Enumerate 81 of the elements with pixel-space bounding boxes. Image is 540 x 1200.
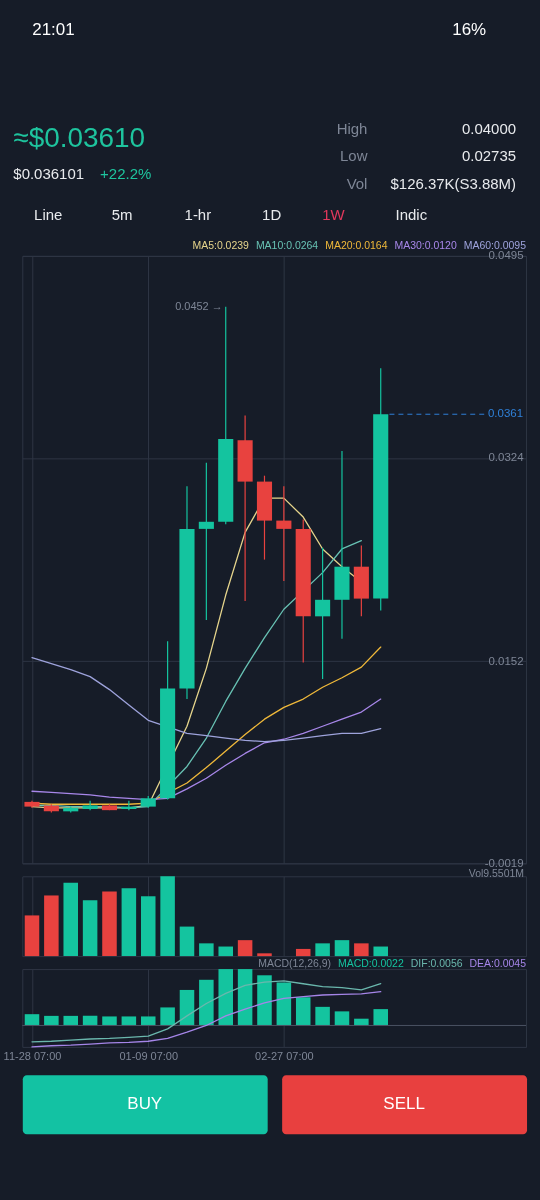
bar (237, 940, 253, 957)
y-tick-label: 0.0152 (488, 654, 524, 667)
bar (121, 888, 137, 957)
bar (63, 1015, 78, 1026)
bar (373, 946, 388, 957)
text: MA10:0.0264 (255, 239, 319, 251)
bar (199, 979, 214, 1026)
bar (102, 891, 117, 957)
legend-title: MACD(12,26,9) (258, 958, 332, 970)
candlestick (276, 485, 292, 582)
bar (295, 948, 311, 957)
bar (63, 882, 78, 957)
text: DEA:0.0045 (469, 958, 527, 970)
bar (295, 997, 311, 1026)
bar (179, 989, 195, 1026)
text: Vol (346, 175, 368, 193)
bar (140, 896, 156, 957)
bar (354, 943, 369, 957)
bar (218, 946, 233, 957)
text: +22.2% (100, 165, 152, 183)
text: ≈$0.03610 (13, 122, 146, 154)
text: High (336, 120, 368, 138)
bar (160, 876, 175, 957)
ref-line-label: 0.0361 (487, 407, 524, 420)
bar (315, 943, 330, 957)
text: 1W (322, 205, 346, 223)
bar (44, 895, 59, 957)
text: MA60:0.0095 (463, 239, 527, 251)
x-tick-label: 01-09 07:00 (119, 1050, 179, 1063)
text: 1-hr (184, 205, 212, 223)
y-tick-label: 0.0324 (488, 451, 525, 464)
bar (140, 1016, 156, 1026)
text: DIF:0.0056 (410, 958, 463, 970)
bar (276, 982, 292, 1026)
text: 21:01 (32, 20, 75, 40)
bar (24, 915, 40, 957)
line-series (31, 657, 382, 743)
bar (373, 1009, 388, 1026)
bar (121, 1016, 137, 1026)
bar (44, 1015, 59, 1026)
bar (257, 975, 272, 1026)
text: 0.02735 (462, 147, 517, 165)
bar (24, 1014, 40, 1026)
bar (160, 1007, 175, 1026)
bar (315, 1006, 330, 1026)
y-tick-label: -0.0019 (484, 856, 524, 869)
bar (334, 940, 350, 957)
text: SELL (383, 1094, 425, 1114)
text: Low (340, 147, 368, 165)
text: $0.036101 (13, 165, 85, 183)
annotation: 0.0452 → (175, 299, 223, 312)
line-series (31, 698, 382, 801)
text: 5m (111, 205, 133, 223)
bar (82, 900, 98, 957)
text: MACD:0.0022 (338, 958, 404, 970)
text: Line (34, 205, 63, 223)
bar (82, 1015, 98, 1026)
text: MA5:0.0239 (192, 239, 250, 251)
y-tick-label: 0.0495 (488, 249, 524, 262)
text: BUY (127, 1094, 163, 1114)
text: 16% (452, 20, 487, 40)
bar (257, 953, 272, 957)
bar (334, 1011, 350, 1026)
text: 1D (262, 205, 282, 223)
text: Indic (395, 205, 428, 223)
bar (237, 969, 253, 1026)
text: MA20:0.0164 (325, 239, 388, 251)
annotation: Vol9.5501M (468, 868, 525, 880)
candlestick (198, 462, 214, 621)
bar (218, 969, 233, 1026)
bar (354, 1018, 369, 1026)
text: MA30:0.0120 (394, 239, 457, 251)
bar (199, 943, 214, 957)
bar (102, 1016, 117, 1026)
candlestick (82, 800, 98, 811)
x-tick-label: 11-28 07:00 (3, 1050, 62, 1063)
x-tick-label: 02-27 07:00 (255, 1050, 314, 1063)
text: 0.04000 (462, 120, 517, 138)
bar (179, 926, 195, 957)
text: $126.37K(S3.88M) (390, 175, 517, 193)
candlestick (315, 547, 331, 680)
